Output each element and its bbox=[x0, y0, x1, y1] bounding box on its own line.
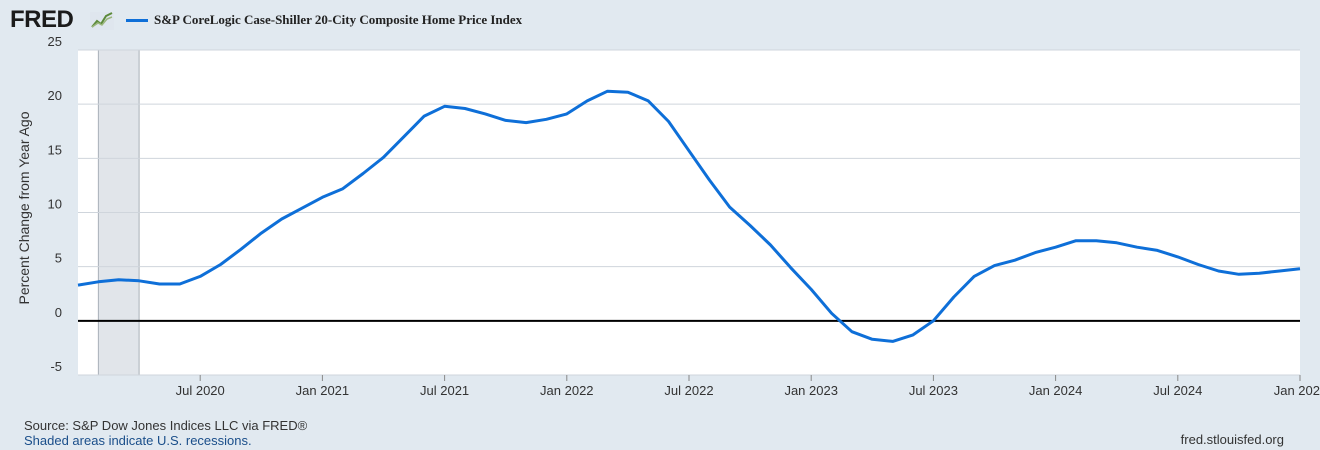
chart-line-icon bbox=[90, 12, 114, 30]
y-tick-label: -5 bbox=[50, 359, 62, 374]
y-tick-label: 5 bbox=[55, 251, 62, 266]
y-axis-label: Percent Change from Year Ago bbox=[16, 111, 32, 305]
source-text: Source: S&P Dow Jones Indices LLC via FR… bbox=[24, 418, 308, 433]
y-tick-label: 10 bbox=[48, 197, 62, 212]
y-tick-label: 15 bbox=[48, 142, 62, 157]
y-tick-label: 25 bbox=[48, 34, 62, 49]
fred-logo[interactable]: FRED bbox=[10, 6, 74, 33]
x-tick-label: Jan 202 bbox=[1274, 383, 1320, 398]
series-line bbox=[77, 89, 1301, 343]
legend-swatch bbox=[126, 19, 148, 22]
x-tick-label: Jul 2023 bbox=[909, 383, 958, 398]
x-tick-label: Jul 2024 bbox=[1153, 383, 1202, 398]
x-tick-label: Jan 2022 bbox=[540, 383, 594, 398]
x-tick-label: Jan 2024 bbox=[1029, 383, 1083, 398]
x-tick-label: Jul 2020 bbox=[176, 383, 225, 398]
recession-note[interactable]: Shaded areas indicate U.S. recessions. bbox=[24, 433, 252, 448]
x-tick-label: Jan 2023 bbox=[784, 383, 838, 398]
x-tick-label: Jan 2021 bbox=[296, 383, 350, 398]
y-tick-label: 20 bbox=[48, 88, 62, 103]
x-tick-label: Jul 2022 bbox=[664, 383, 713, 398]
x-tick-label: Jul 2021 bbox=[420, 383, 469, 398]
y-tick-label: 0 bbox=[55, 305, 62, 320]
legend-series-label: S&P CoreLogic Case-Shiller 20-City Compo… bbox=[154, 12, 523, 27]
source-note: Source: S&P Dow Jones Indices LLC via FR… bbox=[24, 418, 307, 448]
site-url[interactable]: fred.stlouisfed.org bbox=[1180, 432, 1284, 447]
